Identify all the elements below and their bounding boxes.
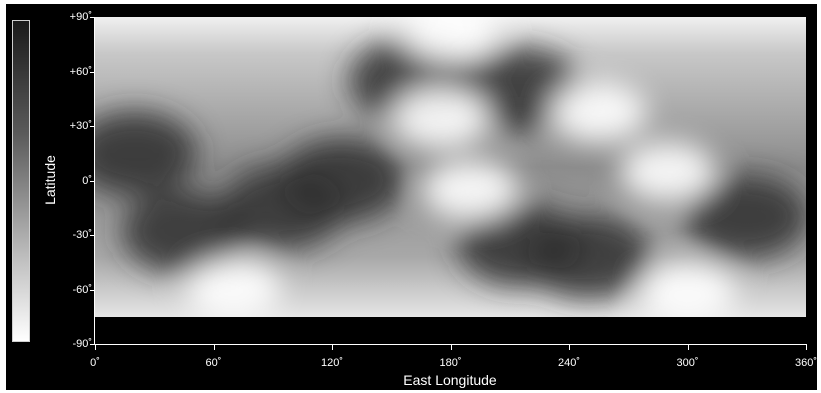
y-tick-mark (90, 180, 95, 182)
y-axis-label: Latitude (42, 155, 58, 205)
y-tick-label: +30˚ (69, 120, 92, 132)
y-tick-label: +90˚ (69, 11, 92, 23)
x-tick-mark (806, 344, 807, 350)
y-tick-label: +60˚ (69, 65, 92, 78)
bright-region (185, 259, 282, 320)
x-tick-label: 180˚ (439, 357, 462, 369)
y-tick-mark (90, 344, 95, 345)
dark-region (121, 189, 246, 274)
x-tick-label: 300˚ (676, 357, 699, 369)
bright-region (392, 86, 489, 147)
y-tick-mark (90, 235, 95, 236)
y-tick-label: -60˚ (72, 283, 92, 296)
dark-region (684, 174, 806, 259)
dark-region (457, 47, 582, 132)
y-tick-label: 0˚ (82, 174, 92, 187)
dark-region (95, 111, 197, 196)
y-tick-mark (90, 289, 95, 291)
y-tick-mark (90, 126, 95, 127)
colorbar (12, 20, 30, 342)
y-tick-label: -90˚ (72, 338, 92, 350)
x-tick-mark (213, 344, 215, 350)
dark-region (457, 202, 582, 287)
y-tick-label: -30˚ (72, 229, 92, 241)
x-tick-label: 120˚ (320, 357, 344, 369)
bright-region (639, 263, 736, 324)
x-tick-mark (332, 344, 333, 350)
bright-region (402, 17, 499, 62)
x-tick-label: 0˚ (90, 357, 100, 369)
y-tick-mark (90, 17, 95, 18)
x-tick-label: 60˚ (205, 357, 222, 369)
x-tick-label: 360˚ (794, 357, 818, 369)
bright-region (422, 159, 519, 220)
x-tick-label: 240˚ (557, 357, 581, 369)
x-tick-mark (450, 344, 452, 350)
bright-region (619, 141, 716, 202)
bright-region (550, 81, 647, 142)
no-data-band (95, 316, 806, 344)
x-tick-mark (569, 344, 570, 350)
x-tick-mark (95, 344, 96, 350)
x-tick-mark (687, 344, 689, 350)
dark-region (220, 165, 345, 250)
map-image (95, 17, 806, 324)
latitude-longitude-map (95, 17, 806, 344)
y-tick-mark (90, 71, 95, 73)
x-axis-label: East Longitude (403, 372, 497, 388)
